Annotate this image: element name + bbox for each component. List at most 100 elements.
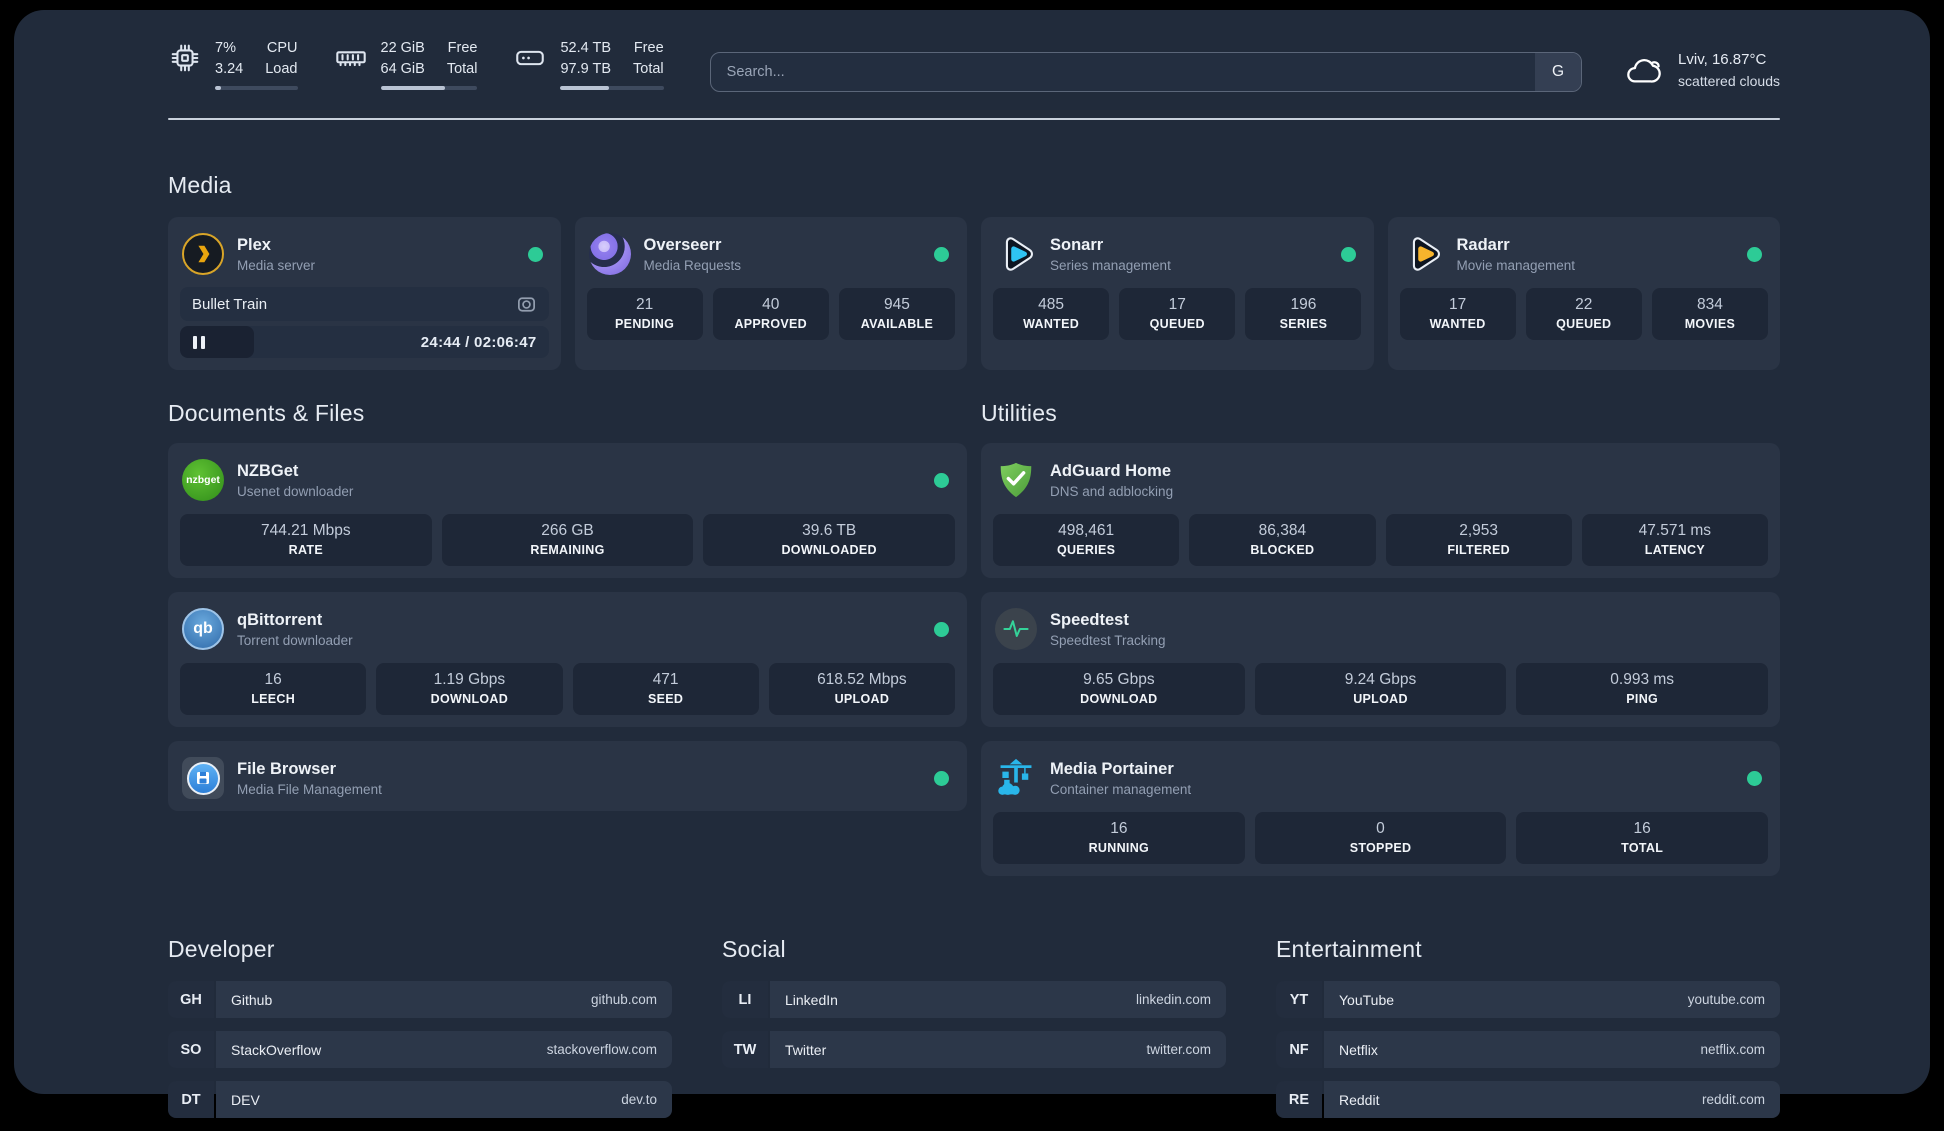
memory-stat: 22 GiB 64 GiB Free Total xyxy=(334,38,478,91)
service-link-speedtest[interactable]: Speedtest Speedtest Tracking xyxy=(993,604,1768,650)
header-divider xyxy=(168,118,1780,120)
service-name: File Browser xyxy=(237,759,337,778)
bookmark-abbr: YT xyxy=(1276,981,1322,1018)
bookmark-name: Netflix xyxy=(1339,1041,1378,1058)
bookmark-group-social: Social LI LinkedIn linkedin.com TW Twitt… xyxy=(722,936,1226,1131)
cpu-label: CPU xyxy=(266,39,298,56)
qbittorrent-icon: qb xyxy=(182,608,224,650)
plex-icon xyxy=(182,233,224,275)
service-card-adguard: AdGuard Home DNS and adblocking 498,461 … xyxy=(981,443,1780,578)
status-dot xyxy=(934,472,949,488)
service-name: Sonarr xyxy=(1050,235,1104,254)
bookmark-reddit[interactable]: RE Reddit reddit.com xyxy=(1276,1081,1780,1118)
stat-total: 16 TOTAL xyxy=(1516,812,1768,864)
service-card-overseerr: Overseerr Media Requests 21 PENDING 40 A… xyxy=(574,217,967,370)
service-card-qbittorrent: qb qBittorrent Torrent downloader 16 LEE… xyxy=(168,592,967,727)
service-card-portainer: Media Portainer Container management 16 … xyxy=(981,741,1780,876)
disk-stat: 52.4 TB 97.9 TB Free Total xyxy=(513,38,664,91)
stat-pending: 21 PENDING xyxy=(586,288,703,340)
bookmark-url: netflix.com xyxy=(1700,1042,1765,1057)
status-dot xyxy=(934,621,949,637)
bookmark-netflix[interactable]: NF Netflix netflix.com xyxy=(1276,1031,1780,1068)
disk-total-label: Total xyxy=(633,60,664,77)
bookmark-url: reddit.com xyxy=(1701,1092,1765,1107)
service-description: Usenet downloader xyxy=(237,483,354,499)
stat-download: 1.19 Gbps DOWNLOAD xyxy=(376,663,563,715)
bookmark-name: Reddit xyxy=(1339,1091,1380,1108)
weather-widget: Lviv, 16.87°C scattered clouds xyxy=(1622,49,1780,91)
memory-free-label: Free xyxy=(447,39,478,56)
service-name: Media Portainer xyxy=(1050,759,1174,778)
bookmark-name: Github xyxy=(231,991,273,1008)
service-link-sonarr[interactable]: Sonarr Series management xyxy=(993,229,1362,275)
section-title-entertainment: Entertainment xyxy=(1276,936,1422,962)
service-link-overseerr[interactable]: Overseerr Media Requests xyxy=(587,229,956,275)
stat-seed: 471 SEED xyxy=(572,663,759,715)
stat-blocked: 86,384 BLOCKED xyxy=(1189,514,1376,566)
service-card-radarr: Radarr Movie management 17 WANTED 22 QUE… xyxy=(1387,217,1780,370)
bookmark-url: dev.to xyxy=(621,1092,657,1107)
bookmark-linkedin[interactable]: LI LinkedIn linkedin.com xyxy=(722,981,1226,1018)
stat-latency: 47.571 ms LATENCY xyxy=(1581,514,1768,566)
stat-available: 945 AVAILABLE xyxy=(838,288,955,340)
disk-progress-track xyxy=(560,85,664,91)
stat-series: 196 SERIES xyxy=(1245,288,1362,340)
service-link-filebrowser[interactable]: File Browser Media File Management xyxy=(180,753,955,799)
bookmark-youtube[interactable]: YT YouTube youtube.com xyxy=(1276,981,1780,1018)
service-link-adguard[interactable]: AdGuard Home DNS and adblocking xyxy=(993,455,1768,501)
service-description: Media server xyxy=(237,257,316,273)
nzbget-icon: nzbget xyxy=(182,459,224,501)
service-link-nzbget[interactable]: nzbget NZBGet Usenet downloader xyxy=(180,455,955,501)
stat-rate: 744.21 Mbps RATE xyxy=(180,514,432,566)
now-playing-title: Bullet Train xyxy=(192,295,268,313)
service-link-radarr[interactable]: Radarr Movie management xyxy=(1400,229,1769,275)
disk-icon xyxy=(516,50,545,65)
bookmark-stackoverflow[interactable]: SO StackOverflow stackoverflow.com xyxy=(168,1031,672,1068)
playback-time: 24:44 / 02:06:47 xyxy=(420,333,537,351)
service-description: DNS and adblocking xyxy=(1050,483,1174,499)
system-stats: 7% 3.24 CPU Load xyxy=(168,38,664,91)
service-link-portainer[interactable]: Media Portainer Container management xyxy=(993,753,1768,799)
service-name: Speedtest xyxy=(1050,610,1129,629)
section-title-developer: Developer xyxy=(168,936,275,962)
filebrowser-icon xyxy=(182,757,224,799)
bookmark-dev[interactable]: DT DEV dev.to xyxy=(168,1081,672,1118)
stat-wanted: 17 WANTED xyxy=(1399,288,1516,340)
speedtest-icon xyxy=(995,608,1037,650)
floppy-disk-icon xyxy=(197,772,209,784)
playback-progress-bar[interactable]: 24:44 / 02:06:47 xyxy=(180,326,549,358)
bookmark-github[interactable]: GH Github github.com xyxy=(168,981,672,1018)
bookmark-abbr: GH xyxy=(168,981,214,1018)
now-playing-title-row: Bullet Train xyxy=(180,287,549,321)
search-provider-badge[interactable]: G xyxy=(1535,53,1582,91)
service-description: Series management xyxy=(1050,257,1171,273)
pause-button[interactable] xyxy=(180,326,218,358)
search-input[interactable] xyxy=(710,53,1536,91)
stat-movies: 834 MOVIES xyxy=(1651,288,1768,340)
weather-condition: scattered clouds xyxy=(1678,72,1780,89)
stat-upload: 9.24 Gbps UPLOAD xyxy=(1254,663,1507,715)
playback-progress-fill xyxy=(180,326,254,358)
bookmark-url: youtube.com xyxy=(1687,992,1765,1007)
service-card-filebrowser: File Browser Media File Management xyxy=(168,741,967,811)
bookmark-name: YouTube xyxy=(1339,991,1395,1008)
bookmark-url: linkedin.com xyxy=(1135,992,1211,1007)
disk-total-value: 97.9 TB xyxy=(560,60,612,77)
service-card-nzbget: nzbget NZBGet Usenet downloader 744.21 M… xyxy=(168,443,967,578)
portainer-icon xyxy=(995,757,1037,799)
cpu-progress-track xyxy=(215,85,298,91)
service-link-qbittorrent[interactable]: qb qBittorrent Torrent downloader xyxy=(180,604,955,650)
disk-free-label: Free xyxy=(633,39,664,56)
bookmark-name: LinkedIn xyxy=(785,991,838,1008)
bookmark-twitter[interactable]: TW Twitter twitter.com xyxy=(722,1031,1226,1068)
bookmark-abbr: SO xyxy=(168,1031,214,1068)
service-link-plex[interactable]: Plex Media server xyxy=(180,229,549,275)
ram-icon xyxy=(335,51,366,66)
service-description: Media Requests xyxy=(643,257,742,273)
cpu-usage-value: 7% xyxy=(215,39,236,56)
stat-downloaded: 39.6 TB DOWNLOADED xyxy=(703,514,955,566)
disk-free-value: 52.4 TB xyxy=(560,39,612,56)
stat-remaining: 266 GB REMAINING xyxy=(441,514,694,566)
adguard-icon xyxy=(995,459,1037,501)
sonarr-icon xyxy=(995,233,1037,275)
